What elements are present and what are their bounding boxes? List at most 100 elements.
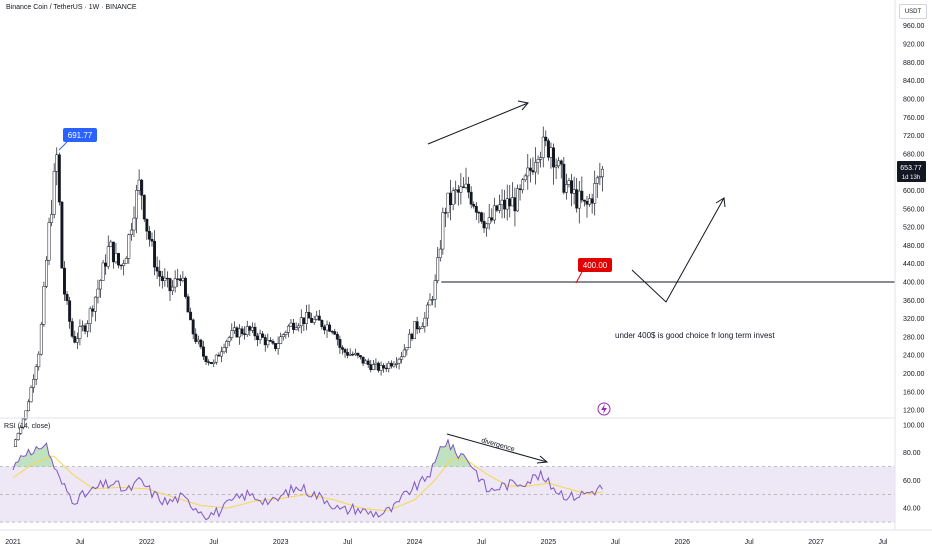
candle-up (250, 326, 254, 331)
candle-up (29, 387, 33, 403)
candle-down (320, 320, 324, 328)
candle-up (523, 175, 527, 181)
time-tick-label: Jul (611, 539, 620, 546)
candle-up (451, 190, 455, 205)
candle-up (595, 177, 599, 184)
candle-up (400, 356, 404, 360)
candle-up (88, 308, 92, 324)
candle-up (405, 347, 409, 351)
projection-arrow[interactable] (631, 197, 726, 303)
candle-down (268, 340, 272, 342)
candle-up (286, 325, 290, 333)
candle-down (307, 312, 311, 319)
candle-down (142, 195, 146, 220)
candle-up (78, 326, 82, 339)
candle-up (279, 336, 283, 344)
candle-up (325, 324, 329, 331)
candle-up (299, 317, 303, 327)
candle-up (353, 352, 357, 355)
candle-up (26, 401, 30, 412)
candle-down (248, 326, 252, 331)
candle-up (21, 418, 25, 428)
candle-down (341, 347, 344, 350)
rsi-tick-label: 80.00 (903, 450, 921, 457)
candle-up (312, 318, 316, 323)
candle-down (469, 191, 473, 205)
candle-up (109, 241, 113, 247)
time-tick-label: 2023 (273, 539, 289, 546)
time-tick-label: Jul (209, 539, 218, 546)
candle-down (271, 341, 275, 344)
candle-up (374, 362, 378, 365)
candle-up (387, 362, 391, 369)
time-axis[interactable]: 2021 Jul 2022 Jul 2023 Jul 2024 Jul 2025 Jul 2026 J… (5, 539, 888, 546)
candle-down (335, 333, 339, 340)
candle-down (155, 266, 159, 272)
candle-up (541, 136, 545, 158)
candle-down (531, 170, 535, 173)
candle-down (160, 276, 164, 281)
price-tick-label: 960.00 (903, 23, 925, 30)
price-tick-label: 800.00 (903, 96, 925, 103)
candle-up (50, 214, 54, 223)
candle-up (364, 360, 368, 364)
price-tick-label: 120.00 (903, 408, 925, 415)
candle-down (456, 189, 460, 193)
candle-up (423, 317, 427, 327)
candle-down (559, 160, 563, 165)
candle-up (304, 312, 308, 324)
candle-up (19, 426, 23, 434)
candle-up (137, 179, 141, 191)
price-axis[interactable]: 960.00 920.00 880.00 840.00 800.00 760.00 720.… (903, 23, 925, 414)
price-tick-label: 560.00 (903, 206, 925, 213)
rsi-title[interactable]: RSI (14, close) (4, 423, 51, 430)
symbol-title[interactable]: Binance Coin / TetherUS · 1W · BINANCE (6, 4, 137, 11)
candle-down (474, 206, 478, 213)
candle-down (490, 217, 494, 221)
candle-up (413, 321, 416, 340)
level-callout[interactable]: 400.00 (575, 258, 612, 284)
candle-down (570, 180, 574, 194)
candle-up (454, 189, 458, 192)
lightning-icon[interactable] (597, 402, 611, 416)
time-tick-label: 2021 (5, 539, 21, 546)
candle-up (294, 327, 298, 330)
candle-down (317, 315, 321, 321)
price-tick-label: 400.00 (903, 280, 925, 287)
candle-up (214, 354, 218, 363)
rsi-axis[interactable]: 100.00 80.00 60.00 40.00 (903, 423, 925, 513)
candle-down (377, 362, 380, 371)
time-tick-label: 2027 (808, 539, 824, 546)
candle-up (39, 324, 43, 355)
candle-down (333, 331, 337, 335)
candle-up (93, 296, 97, 312)
candle-up (379, 365, 383, 371)
candle-up (14, 439, 18, 447)
candle-down (217, 354, 221, 357)
candle-up (238, 328, 241, 338)
candle-up (297, 325, 301, 329)
price-tick-label: 240.00 (903, 353, 925, 360)
candle-up (526, 167, 530, 177)
trend-arrow-price[interactable] (427, 100, 529, 145)
candle-up (245, 326, 249, 335)
candle-down (302, 317, 306, 324)
candle-down (73, 336, 77, 343)
candle-up (459, 186, 463, 193)
high-callout[interactable]: 691.77 (58, 128, 97, 151)
candle-down (366, 360, 370, 365)
high-callout-label: 691.77 (68, 131, 93, 140)
candle-down (443, 212, 447, 214)
candle-down (119, 264, 123, 267)
candle-down (361, 356, 365, 364)
candle-down (382, 365, 386, 369)
level-callout-label: 400.00 (583, 261, 608, 270)
candle-up (348, 353, 352, 356)
candle-up (397, 358, 401, 364)
price-tick-label: 680.00 (903, 151, 925, 158)
price-tick-label: 720.00 (903, 133, 925, 140)
candle-down (243, 333, 247, 335)
currency-button[interactable]: USDT (899, 4, 927, 19)
countdown-label: 1d 13h (902, 175, 920, 181)
rsi-band-lines (0, 466, 895, 523)
